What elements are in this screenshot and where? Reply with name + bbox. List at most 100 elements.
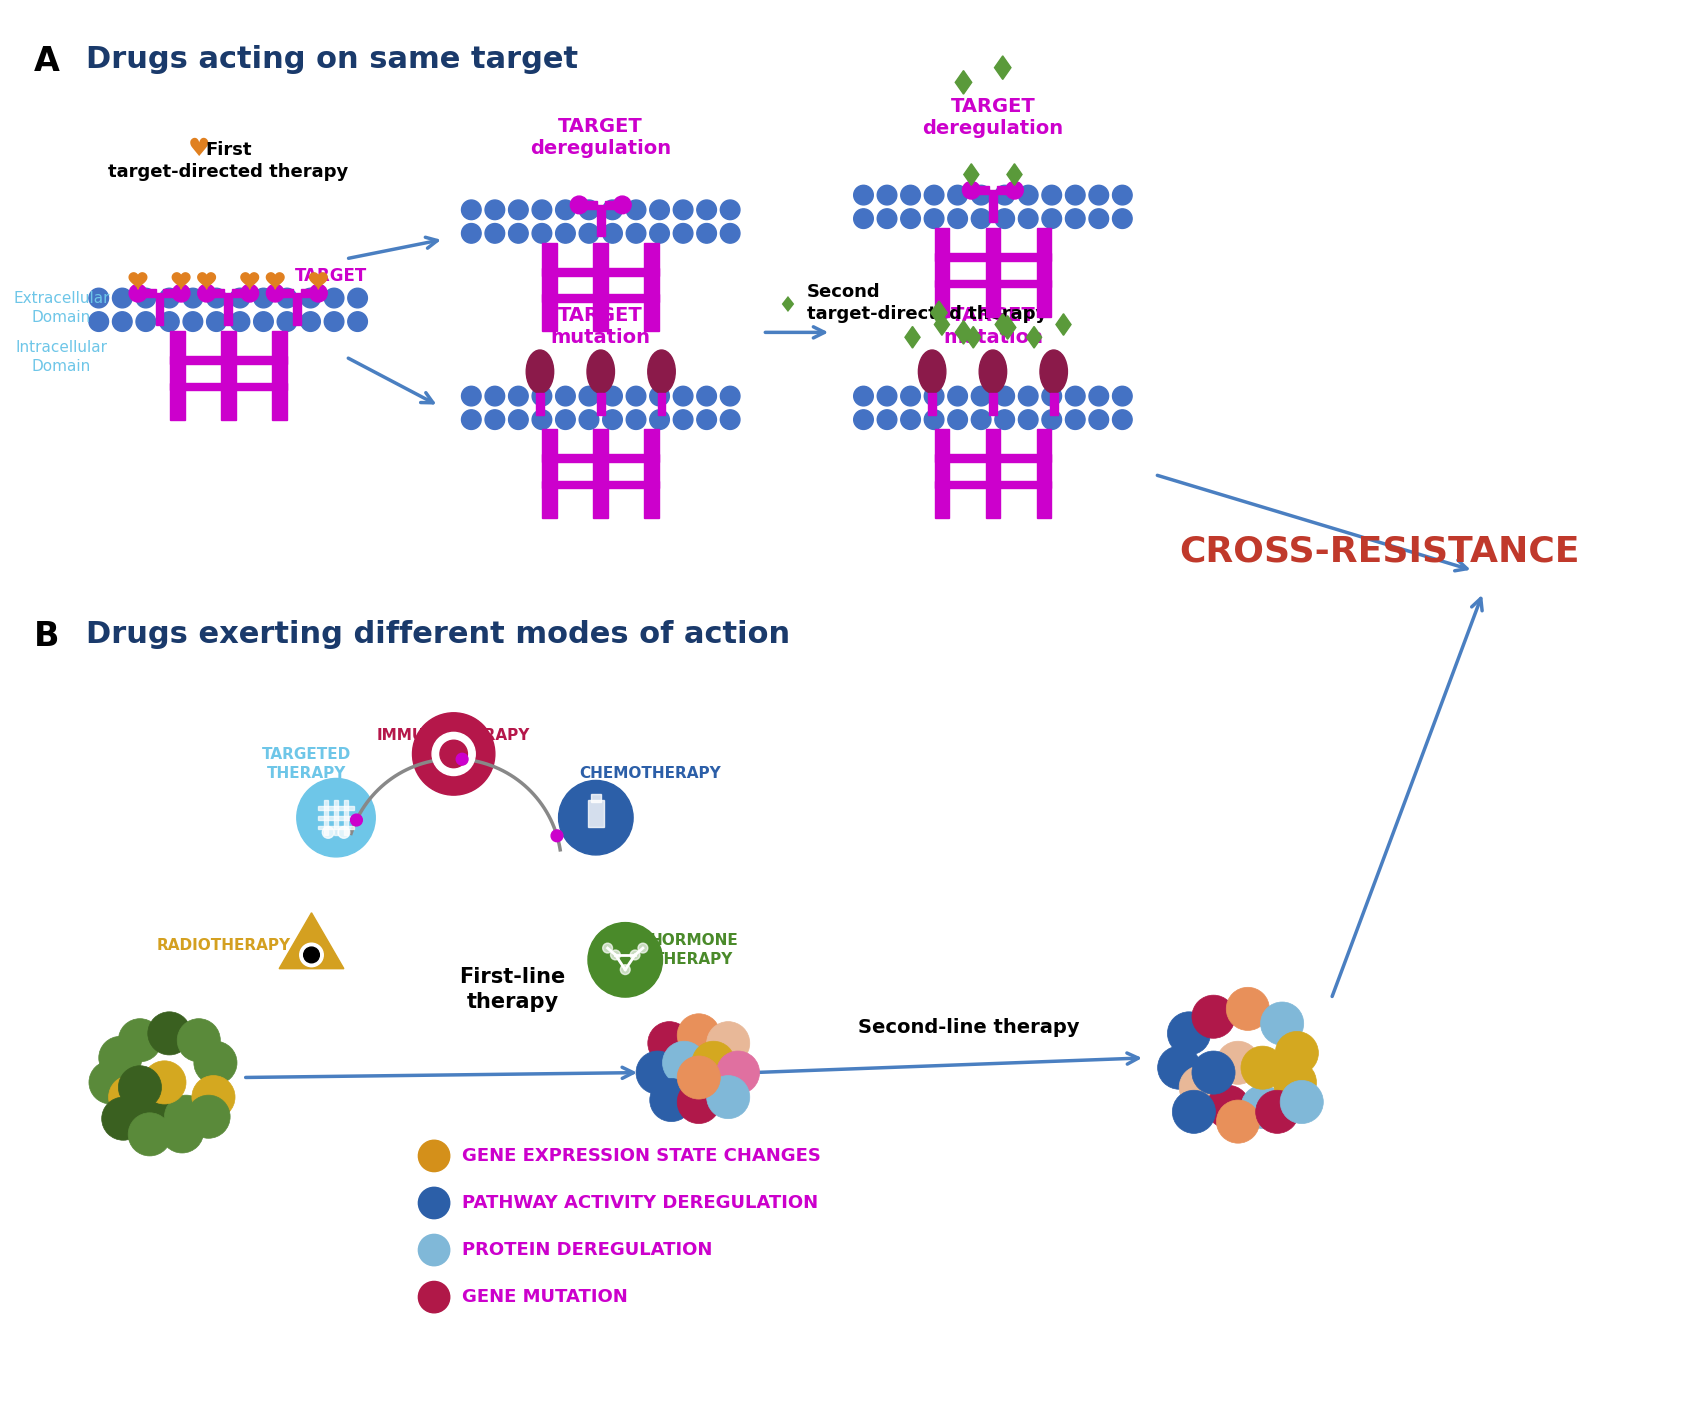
Bar [334, 800, 337, 835]
Circle shape [901, 386, 921, 405]
Circle shape [648, 1021, 692, 1065]
Bar [989, 393, 997, 415]
Circle shape [614, 196, 631, 213]
Circle shape [1242, 1047, 1284, 1089]
Circle shape [924, 185, 945, 205]
Bar [224, 293, 233, 324]
Bar [935, 481, 1051, 488]
Circle shape [277, 311, 297, 331]
Circle shape [649, 410, 670, 429]
Circle shape [555, 223, 575, 243]
Circle shape [1090, 386, 1108, 405]
Text: Second
target-directed therapy: Second target-directed therapy [806, 283, 1048, 323]
Circle shape [206, 311, 226, 331]
Circle shape [1260, 1002, 1304, 1045]
Circle shape [447, 731, 461, 745]
Circle shape [924, 209, 945, 229]
Text: Second-line therapy: Second-line therapy [857, 1019, 1080, 1037]
Bar [997, 187, 1014, 194]
Polygon shape [197, 272, 216, 289]
Circle shape [676, 1080, 720, 1124]
Text: ♥: ♥ [187, 137, 209, 161]
Circle shape [304, 947, 319, 962]
Bar [590, 794, 601, 803]
Circle shape [649, 223, 670, 243]
Circle shape [508, 410, 528, 429]
Circle shape [160, 288, 179, 307]
Bar [170, 383, 287, 390]
Circle shape [253, 288, 273, 307]
Circle shape [673, 201, 693, 220]
Circle shape [1216, 1100, 1260, 1143]
Circle shape [1206, 1086, 1250, 1128]
Circle shape [508, 223, 528, 243]
Circle shape [531, 386, 552, 405]
Text: TARGET: TARGET [950, 306, 1036, 325]
Circle shape [570, 196, 589, 213]
Bar [155, 293, 164, 324]
Circle shape [462, 223, 481, 243]
Bar [233, 289, 250, 297]
Bar [935, 253, 1051, 261]
Bar [928, 393, 936, 415]
Circle shape [1167, 1012, 1211, 1055]
Circle shape [638, 943, 648, 953]
Circle shape [324, 311, 344, 331]
Circle shape [1066, 209, 1085, 229]
Circle shape [130, 285, 147, 302]
Text: CHEMOTHERAPY: CHEMOTHERAPY [579, 766, 720, 781]
Circle shape [602, 386, 623, 405]
Bar [543, 268, 660, 276]
Text: HORMONE
THERAPY: HORMONE THERAPY [649, 933, 739, 967]
Circle shape [854, 209, 874, 229]
Ellipse shape [1039, 349, 1068, 393]
Circle shape [113, 288, 132, 307]
Text: B: B [34, 620, 59, 652]
Circle shape [995, 209, 1014, 229]
Circle shape [187, 1096, 229, 1138]
Bar [935, 429, 950, 518]
Circle shape [579, 223, 599, 243]
Circle shape [348, 311, 368, 331]
Circle shape [948, 209, 967, 229]
Circle shape [602, 943, 612, 953]
Circle shape [1066, 185, 1085, 205]
Circle shape [192, 1076, 234, 1118]
Circle shape [697, 386, 717, 405]
Circle shape [197, 285, 216, 302]
Circle shape [1112, 209, 1132, 229]
Circle shape [137, 288, 155, 307]
Bar [170, 356, 287, 363]
Circle shape [877, 185, 897, 205]
Circle shape [194, 1041, 236, 1085]
Circle shape [89, 1061, 132, 1104]
Circle shape [1043, 386, 1061, 405]
Circle shape [995, 185, 1014, 205]
Text: PATHWAY ACTIVITY DEREGULATION: PATHWAY ACTIVITY DEREGULATION [462, 1194, 818, 1212]
Circle shape [948, 386, 967, 405]
Circle shape [1275, 1031, 1319, 1075]
Circle shape [418, 1141, 450, 1172]
Circle shape [229, 311, 250, 331]
Circle shape [555, 386, 575, 405]
Polygon shape [1056, 314, 1071, 335]
Text: Intracellular
Domain: Intracellular Domain [15, 340, 108, 373]
Circle shape [1005, 181, 1024, 199]
Bar [658, 393, 665, 415]
Bar [543, 455, 660, 462]
Circle shape [253, 311, 273, 331]
Bar [644, 243, 660, 331]
Bar [344, 800, 348, 835]
Circle shape [184, 311, 202, 331]
Circle shape [148, 1012, 191, 1055]
Bar [275, 289, 294, 297]
Circle shape [128, 1113, 172, 1156]
Circle shape [631, 950, 639, 960]
Polygon shape [278, 913, 344, 968]
Circle shape [626, 223, 646, 243]
Circle shape [626, 410, 646, 429]
Circle shape [676, 1056, 720, 1099]
Circle shape [692, 1041, 736, 1085]
Polygon shape [999, 316, 1016, 340]
Text: deregulation: deregulation [530, 139, 671, 157]
